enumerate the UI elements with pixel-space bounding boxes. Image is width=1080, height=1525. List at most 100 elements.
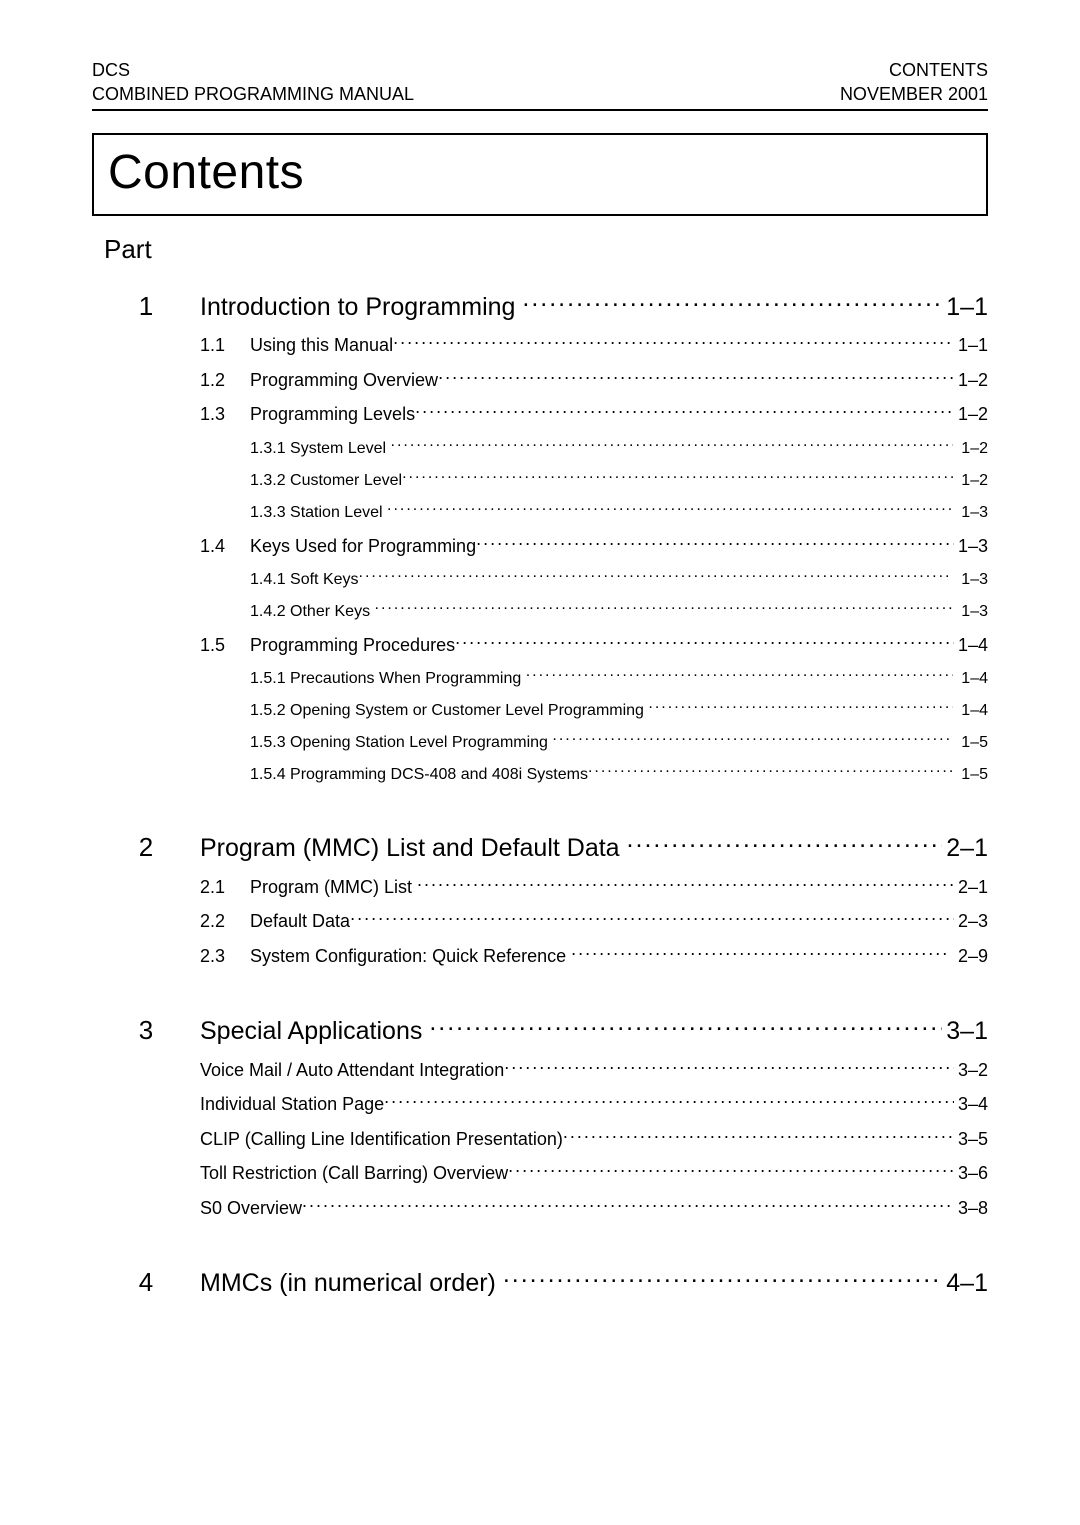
page-title: Contents bbox=[108, 145, 972, 200]
section-4-heading: 4 MMCs (in numerical order) 4–1 bbox=[92, 1261, 988, 1298]
sub-num: 1.1 bbox=[200, 335, 250, 356]
section-4: 4 MMCs (in numerical order) 4–1 bbox=[92, 1261, 988, 1298]
subsub-page: 1–5 bbox=[957, 766, 988, 784]
sub-num: 1.2 bbox=[200, 370, 250, 391]
sub-title: Toll Restriction (Call Barring) Overview bbox=[200, 1163, 508, 1184]
sub-page: 1–2 bbox=[954, 370, 988, 391]
section-page: 4–1 bbox=[942, 1269, 988, 1298]
sub-num: 1.3 bbox=[200, 404, 250, 425]
leader-dots bbox=[302, 1192, 954, 1214]
section-num: 3 bbox=[92, 1015, 200, 1046]
toc-row-1-5-3: 1.5.3 Opening Station Level Programming … bbox=[92, 728, 988, 752]
toc-row-3-d: Toll Restriction (Call Barring) Overview… bbox=[92, 1158, 988, 1185]
section-title: MMCs (in numerical order) bbox=[200, 1269, 496, 1298]
header-rule bbox=[92, 109, 988, 111]
subsub-page: 1–4 bbox=[957, 670, 988, 688]
leader-dots bbox=[508, 1158, 954, 1180]
subsub-page: 1–4 bbox=[957, 702, 988, 720]
sub-page: 1–3 bbox=[954, 536, 988, 557]
subsub-title: 1.5.3 Opening Station Level Programming bbox=[250, 734, 548, 752]
section-2: 2 Program (MMC) List and Default Data 2–… bbox=[92, 826, 988, 967]
section-1: 1 Introduction to Programming 1–1 1.1 Us… bbox=[92, 285, 988, 785]
leader-dots bbox=[393, 330, 954, 352]
leader-dots bbox=[359, 565, 953, 584]
leader-dots bbox=[415, 399, 954, 421]
subsub-title: 1.4.2 Other Keys bbox=[250, 603, 370, 621]
toc-row-3-e: S0 Overview 3–8 bbox=[92, 1192, 988, 1219]
sub-title: Voice Mail / Auto Attendant Integration bbox=[200, 1060, 504, 1081]
leader-dots bbox=[417, 871, 954, 893]
toc-row-1-5-4: 1.5.4 Programming DCS-408 and 408i Syste… bbox=[92, 760, 988, 784]
subsub-title: 1.4.1 Soft Keys bbox=[250, 571, 359, 589]
leader-dots bbox=[648, 696, 952, 715]
subsub-page: 1–3 bbox=[957, 571, 988, 589]
section-page: 1–1 bbox=[942, 293, 988, 322]
toc-row-1-2: 1.2 Programming Overview 1–2 bbox=[92, 364, 988, 391]
leader-dots bbox=[504, 1054, 954, 1076]
subsub-title: 1.5.4 Programming DCS-408 and 408i Syste… bbox=[250, 766, 588, 784]
subsub-page: 1–2 bbox=[957, 472, 988, 490]
section-page: 3–1 bbox=[942, 1017, 988, 1046]
sub-title: S0 Overview bbox=[200, 1198, 302, 1219]
subsub-page: 1–5 bbox=[957, 734, 988, 752]
header-left-line2: COMBINED PROGRAMMING MANUAL bbox=[92, 82, 414, 106]
subsub-title: 1.3.1 System Level bbox=[250, 440, 386, 458]
toc-row-1-4-2: 1.4.2 Other Keys 1–3 bbox=[92, 597, 988, 621]
leader-dots bbox=[387, 498, 953, 517]
subsub-title: 1.3.3 Station Level bbox=[250, 504, 383, 522]
leader-dots bbox=[627, 826, 943, 856]
sub-num: 2.2 bbox=[200, 911, 250, 932]
section-num: 4 bbox=[92, 1267, 200, 1298]
subsub-title: 1.5.1 Precautions When Programming bbox=[250, 670, 521, 688]
leader-dots bbox=[391, 433, 953, 452]
section-3: 3 Special Applications 3–1 Voice Mail / … bbox=[92, 1009, 988, 1219]
section-title: Special Applications bbox=[200, 1017, 422, 1046]
toc-row-2-1: 2.1 Program (MMC) List 2–1 bbox=[92, 871, 988, 898]
sub-title: Programming Overview bbox=[250, 370, 438, 391]
leader-dots bbox=[563, 1123, 954, 1145]
section-title: Program (MMC) List and Default Data bbox=[200, 834, 620, 863]
section-num: 1 bbox=[92, 291, 200, 322]
section-num: 2 bbox=[92, 832, 200, 863]
sub-num: 1.4 bbox=[200, 536, 250, 557]
toc-row-3-a: Voice Mail / Auto Attendant Integration … bbox=[92, 1054, 988, 1081]
sub-num: 2.1 bbox=[200, 877, 250, 898]
sub-page: 3–6 bbox=[954, 1163, 988, 1184]
leader-dots bbox=[438, 364, 954, 386]
leader-dots bbox=[455, 629, 954, 651]
subsub-page: 1–3 bbox=[957, 504, 988, 522]
sub-page: 1–2 bbox=[954, 404, 988, 425]
page-root: DCS COMBINED PROGRAMMING MANUAL CONTENTS… bbox=[0, 0, 1080, 1298]
sub-page: 2–1 bbox=[954, 877, 988, 898]
sub-page: 2–3 bbox=[954, 911, 988, 932]
leader-dots bbox=[588, 760, 953, 779]
toc-row-2-2: 2.2 Default Data 2–3 bbox=[92, 906, 988, 933]
toc-row-1-5-1: 1.5.1 Precautions When Programming 1–4 bbox=[92, 664, 988, 688]
subsub-page: 1–3 bbox=[957, 603, 988, 621]
page-header: DCS COMBINED PROGRAMMING MANUAL CONTENTS… bbox=[92, 58, 988, 107]
header-right: CONTENTS NOVEMBER 2001 bbox=[840, 58, 988, 107]
sub-title: Using this Manual bbox=[250, 335, 393, 356]
toc-row-1-5: 1.5 Programming Procedures 1–4 bbox=[92, 629, 988, 656]
title-box: Contents bbox=[92, 133, 988, 216]
sub-page: 3–2 bbox=[954, 1060, 988, 1081]
toc-row-1-4: 1.4 Keys Used for Programming 1–3 bbox=[92, 530, 988, 557]
section-title: Introduction to Programming bbox=[200, 293, 515, 322]
sub-page: 3–8 bbox=[954, 1198, 988, 1219]
sub-title: Default Data bbox=[250, 911, 350, 932]
toc-row-3-c: CLIP (Calling Line Identification Presen… bbox=[92, 1123, 988, 1150]
sub-page: 2–9 bbox=[954, 946, 988, 967]
header-right-line2: NOVEMBER 2001 bbox=[840, 82, 988, 106]
part-label: Part bbox=[104, 234, 988, 265]
sub-num: 1.5 bbox=[200, 635, 250, 656]
leader-dots bbox=[526, 664, 953, 683]
toc-row-1-3: 1.3 Programming Levels 1–2 bbox=[92, 399, 988, 426]
section-1-heading: 1 Introduction to Programming 1–1 bbox=[92, 285, 988, 322]
toc-row-1-4-1: 1.4.1 Soft Keys 1–3 bbox=[92, 565, 988, 589]
sub-page: 1–1 bbox=[954, 335, 988, 356]
toc-row-3-b: Individual Station Page 3–4 bbox=[92, 1089, 988, 1116]
toc-row-1-3-1: 1.3.1 System Level 1–2 bbox=[92, 433, 988, 457]
sub-title: System Configuration: Quick Reference bbox=[250, 946, 566, 967]
header-left-line1: DCS bbox=[92, 58, 414, 82]
section-3-heading: 3 Special Applications 3–1 bbox=[92, 1009, 988, 1046]
